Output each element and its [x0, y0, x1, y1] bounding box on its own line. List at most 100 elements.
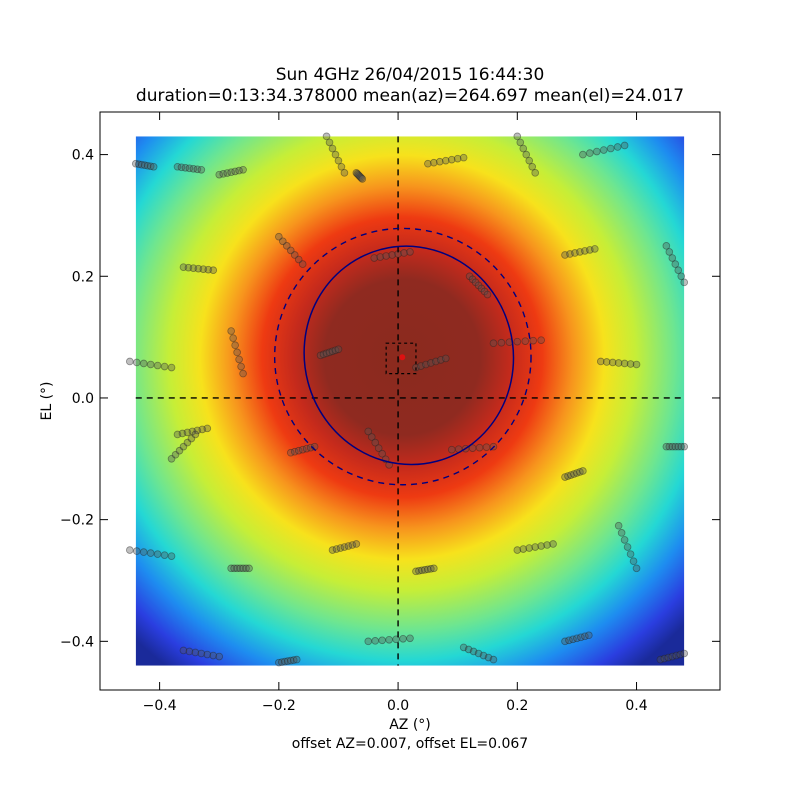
scan-point	[528, 162, 537, 171]
scan-point	[236, 564, 244, 573]
scan-point	[167, 454, 176, 463]
scan-point	[577, 633, 585, 642]
scan-point	[153, 550, 162, 558]
scan-point	[668, 652, 677, 661]
scan-point	[441, 354, 450, 363]
scan-point	[160, 362, 169, 371]
scan-point	[484, 653, 493, 662]
scan-point	[620, 141, 629, 150]
scan-point	[286, 246, 295, 255]
scan-point	[239, 166, 247, 174]
scan-point	[139, 548, 148, 556]
scan-point	[632, 360, 641, 369]
x-axis-label: AZ (°)	[389, 717, 431, 733]
scan-point	[531, 169, 539, 177]
scan-point	[153, 361, 162, 370]
half-power-circle	[273, 227, 532, 486]
scan-point	[139, 359, 148, 368]
scan-point	[364, 427, 373, 436]
scan-point	[171, 450, 180, 459]
y-axis-ticks: −0.4 −0.2 0.0 0.2 0.4	[60, 148, 720, 650]
y-tick-label: −0.4	[60, 634, 94, 650]
scan-point	[239, 564, 247, 573]
scan-point	[581, 247, 589, 255]
y-tick-label: 0.0	[72, 391, 94, 407]
scan-points	[126, 132, 689, 667]
scan-point	[626, 550, 635, 558]
scan-point	[167, 363, 176, 372]
scan-point	[586, 149, 594, 157]
scan-point	[354, 171, 363, 179]
scan-point	[382, 252, 390, 260]
y-axis-label: EL (°)	[39, 381, 55, 420]
scan-point	[465, 272, 474, 281]
scan-point	[567, 471, 575, 479]
scan-point	[437, 356, 445, 364]
scan-point	[400, 249, 408, 257]
scan-point	[181, 163, 190, 172]
scan-point	[566, 250, 574, 258]
scan-point	[197, 166, 206, 174]
x-tick-label: 0.0	[387, 698, 409, 714]
scan-point	[355, 172, 364, 180]
beam-ellipse	[303, 245, 515, 466]
scan-point	[245, 564, 253, 573]
scan-point	[322, 349, 331, 358]
scan-point	[328, 347, 337, 356]
scan-point	[569, 635, 577, 644]
scan-point	[672, 651, 681, 660]
scan-point	[352, 169, 361, 177]
scan-point	[513, 337, 522, 346]
scan-point	[671, 442, 680, 451]
scan-point	[537, 336, 545, 344]
scan-point	[319, 350, 328, 359]
scan-point	[219, 170, 228, 178]
offset-readout: offset AZ=0.007, offset EL=0.067	[292, 736, 528, 752]
scan-point	[537, 542, 545, 550]
scan-point	[358, 175, 367, 183]
scan-point	[189, 164, 198, 173]
scan-point	[242, 564, 250, 573]
scan-point	[298, 445, 307, 454]
scan-point	[482, 443, 491, 451]
scan-point	[279, 237, 287, 246]
scan-point	[620, 536, 629, 544]
scan-point	[441, 156, 450, 165]
scan-point	[328, 144, 337, 153]
scan-point	[565, 636, 573, 645]
scan-point	[325, 138, 334, 147]
scan-point	[599, 146, 608, 154]
scan-point	[489, 339, 498, 348]
y-tick-label: 0.2	[72, 269, 94, 285]
scan-point	[602, 358, 611, 366]
peak-marker	[399, 354, 406, 361]
scan-point	[131, 159, 140, 168]
scan-point	[471, 278, 480, 287]
scan-point	[227, 564, 235, 573]
scan-point	[344, 542, 353, 550]
scan-point	[283, 657, 292, 665]
scan-point	[399, 634, 407, 643]
scan-point	[477, 284, 486, 293]
scan-point	[586, 246, 594, 254]
scan-point	[146, 360, 155, 369]
scan-point	[334, 345, 343, 354]
scan-point	[185, 647, 194, 656]
scan-point	[188, 427, 197, 436]
scan-point	[469, 647, 478, 656]
scan-point	[177, 163, 186, 172]
scan-point	[662, 442, 671, 451]
scan-point	[281, 657, 289, 666]
scan-point	[302, 444, 311, 453]
scan-point	[184, 263, 193, 272]
chart-title: Sun 4GHz 26/04/2015 16:44:30	[276, 65, 545, 85]
scan-point	[671, 260, 680, 268]
scan-point	[483, 290, 492, 299]
scan-point	[185, 164, 194, 173]
scan-point	[179, 646, 188, 655]
scan-point	[197, 649, 206, 658]
scan-point	[497, 338, 506, 347]
scan-point	[464, 645, 473, 654]
scan-point	[385, 636, 393, 644]
scan-point	[665, 442, 674, 451]
